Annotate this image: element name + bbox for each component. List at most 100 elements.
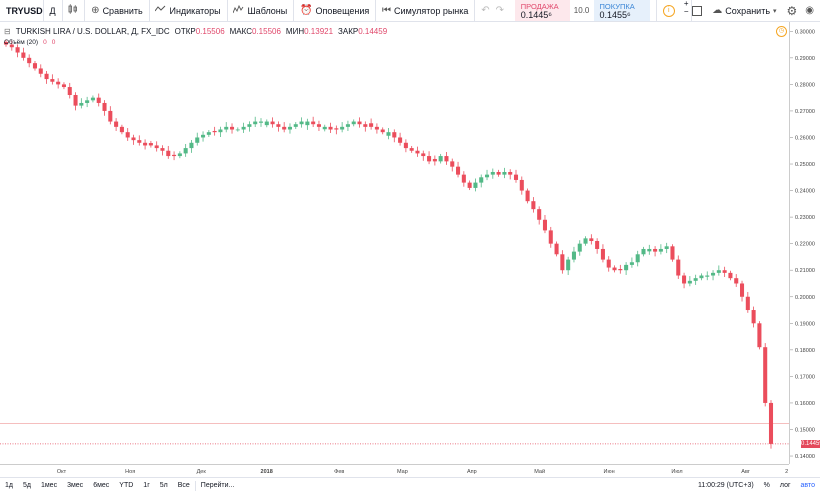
candle-body [705, 275, 710, 277]
candle [757, 321, 762, 350]
candle [409, 145, 414, 153]
symbol-search[interactable]: TRYUSD [6, 5, 43, 16]
candle [403, 139, 408, 153]
separator [61, 0, 63, 21]
candle-body [137, 140, 142, 143]
warning-clock-icon[interactable]: ◷ [776, 26, 787, 37]
chart-pane[interactable] [0, 22, 789, 464]
series-title: TURKISH LIRA / U.S. DOLLAR, Д, FX_IDC [15, 27, 170, 36]
separator [656, 0, 657, 21]
separator [148, 0, 150, 21]
settings-gear-icon[interactable]: ⚙ [786, 3, 798, 18]
candle [745, 291, 750, 313]
redo-button[interactable]: ↷ [496, 0, 510, 21]
range-button-5д[interactable]: 5д [22, 482, 31, 489]
candle-body [647, 248, 652, 252]
sell-button[interactable]: ПРОДАЖА 0.1445⁶ [514, 0, 570, 21]
price-axis[interactable]: 0.30000 0.29000 0.28000 0.27000 0.26000 0.250… [789, 22, 820, 464]
candle [9, 40, 14, 51]
candle [484, 169, 490, 181]
replay-button[interactable]: ⏮ Симулятор рынка [376, 0, 474, 21]
candle-body [21, 52, 26, 58]
range-button-5л[interactable]: 5л [159, 482, 168, 489]
candle-body [554, 243, 559, 255]
range-button-YTD[interactable]: YTD [119, 482, 134, 489]
candle-body [305, 121, 310, 126]
time-tick-label: 2018 [261, 469, 273, 475]
auto-toggle[interactable]: авто [800, 482, 815, 489]
camera-icon[interactable]: ◉ [805, 5, 815, 16]
range-button-6мес[interactable]: 6мес [93, 482, 110, 489]
candle [635, 250, 640, 267]
plus-minus-buttons[interactable]: + − [681, 0, 692, 21]
interval-button[interactable]: Д [43, 0, 61, 21]
legend-collapse-icon[interactable]: ⊟ [4, 27, 11, 36]
price-tick-label: 0.29000 [795, 56, 815, 62]
candle [125, 128, 130, 141]
candle-body [432, 158, 437, 162]
clock-time[interactable]: 11:00:29 (UTC+3) [697, 482, 754, 489]
volume-value-1: 0 [43, 39, 47, 46]
range-button-Все[interactable]: Все [177, 482, 190, 489]
time-tick-label: Июн [604, 469, 615, 475]
minus-icon[interactable]: − [683, 7, 689, 16]
undo-icon: ↶ [481, 5, 490, 16]
candle [415, 146, 420, 157]
candle-body [241, 126, 246, 130]
candle-body [757, 323, 762, 348]
candle [705, 271, 710, 281]
candle-body [73, 95, 78, 106]
indicators-button[interactable]: Индикаторы [149, 0, 226, 21]
chevron-down-icon: ▾ [773, 7, 777, 15]
range-button-1д[interactable]: 1д [5, 482, 13, 489]
info-button[interactable]: i [657, 0, 681, 21]
candle-body [15, 47, 20, 53]
range-button-3мес[interactable]: 3мес [67, 482, 84, 489]
candle-body [734, 278, 739, 284]
fullscreen-checkbox-icon[interactable] [692, 5, 703, 16]
candle-body [629, 262, 634, 265]
plus-icon[interactable]: + [683, 0, 689, 8]
candle-body [664, 246, 669, 249]
range-button-1мес[interactable]: 1мес [40, 482, 58, 489]
candle [345, 120, 350, 131]
candle [502, 167, 507, 179]
buy-button[interactable]: ПОКУПКА 0.1455⁶ [593, 0, 651, 21]
separator [375, 0, 377, 21]
candle [334, 125, 339, 135]
candle [328, 122, 333, 133]
candle [386, 128, 391, 140]
price-axis-ticks: 0.30000 0.29000 0.28000 0.27000 0.26000 0.250… [790, 29, 815, 460]
candle [85, 96, 90, 108]
alerts-button[interactable]: ⏰ Оповещения [294, 0, 375, 21]
top-toolbar: TRYUSD Д ⊕ Сравнить Индикаторы Шаблоны ⏰… [0, 0, 820, 22]
candle-body [728, 272, 733, 279]
candle-body [56, 81, 61, 85]
compare-button[interactable]: ⊕ Сравнить [85, 0, 149, 21]
percent-toggle[interactable]: % [763, 482, 770, 489]
bar-style-button[interactable] [62, 0, 84, 21]
candle-body [658, 248, 663, 252]
candle-body [224, 126, 229, 130]
candle [229, 123, 235, 134]
candle [316, 120, 321, 131]
templates-label: Шаблоны [247, 5, 288, 16]
log-toggle[interactable]: лог [779, 482, 791, 489]
save-button[interactable]: ☁ Сохранить ▾ [710, 0, 778, 21]
close-label: ЗАКР [338, 27, 359, 36]
goto-button[interactable]: Перейти... [200, 482, 235, 489]
candle [27, 54, 32, 68]
templates-button[interactable]: Шаблоны [227, 0, 293, 21]
time-axis[interactable]: Окт Ноя Дек 2018 Фев Мар Апр Май Июн Июл Авг 2 [0, 464, 789, 477]
candle-body [467, 182, 472, 188]
candlestick-chart[interactable] [0, 22, 789, 464]
range-button-1г[interactable]: 1г [143, 482, 150, 489]
undo-button[interactable]: ↶ [475, 0, 495, 21]
candle-body [79, 102, 84, 106]
candle [548, 226, 553, 248]
candle-body [392, 132, 397, 138]
candle-body [398, 137, 403, 143]
price-tick-label: 0.28000 [795, 82, 815, 88]
candle-body [108, 110, 113, 122]
candle [357, 117, 362, 128]
